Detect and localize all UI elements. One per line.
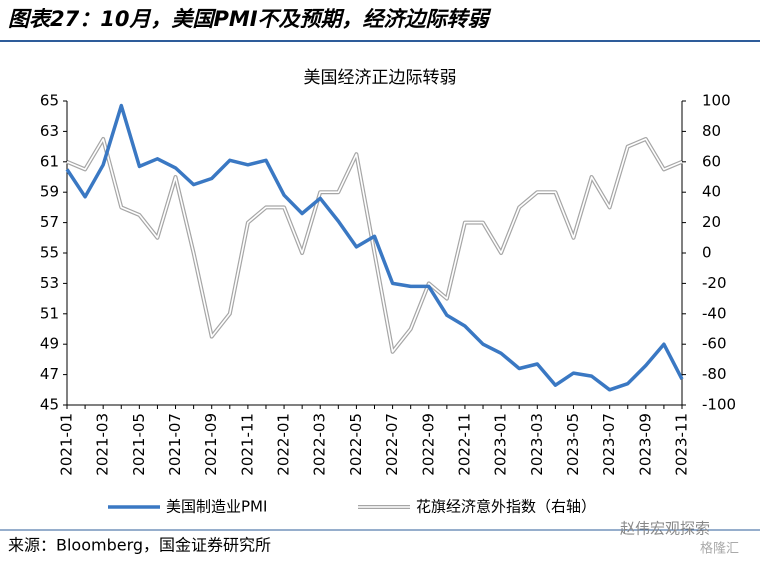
y2-tick-label: 0 <box>702 244 712 262</box>
watermark: 赵伟宏观探索 <box>620 520 710 538</box>
series-line-inner <box>66 138 683 353</box>
series-line <box>66 137 683 354</box>
y-tick-label: 59 <box>40 183 59 201</box>
x-tick-label: 2022-07 <box>383 413 401 476</box>
x-tick-label: 2022-11 <box>455 413 473 476</box>
y2-tick-label: -60 <box>702 335 727 353</box>
y-tick-label: 55 <box>40 244 59 262</box>
y2-tick-label: 40 <box>702 183 721 201</box>
y-tick-label: 53 <box>40 274 59 292</box>
x-tick-label: 2023-07 <box>600 413 618 476</box>
y-tick-label: 63 <box>40 122 59 140</box>
header-title: 图表27：10月，美国PMI不及预期，经济边际转弱 <box>8 7 492 31</box>
y-tick-label: 45 <box>40 396 59 414</box>
x-tick-label: 2023-05 <box>564 413 582 476</box>
x-tick-label: 2023-09 <box>636 413 654 476</box>
y2-tick-label: 80 <box>702 122 721 140</box>
y2-tick-label: 20 <box>702 213 721 231</box>
x-tick-label: 2023-01 <box>492 413 510 476</box>
x-tick-label: 2023-11 <box>673 413 691 476</box>
series-line <box>65 103 684 392</box>
x-tick-label: 2021-09 <box>202 413 220 476</box>
x-tick-label: 2022-05 <box>347 413 365 476</box>
x-tick-label: 2022-09 <box>419 413 437 476</box>
x-tick-label: 2021-01 <box>58 413 76 476</box>
y-tick-label: 51 <box>40 304 59 322</box>
y-tick-label: 57 <box>40 213 59 231</box>
watermark: 格隆汇 <box>700 541 739 557</box>
x-tick-label: 2022-03 <box>311 413 329 476</box>
y2-tick-label: -80 <box>702 365 727 383</box>
y2-tick-label: 100 <box>702 92 731 110</box>
y2-tick-label: -20 <box>702 274 727 292</box>
legend-label: 美国制造业PMI <box>166 498 267 516</box>
y-tick-label: 49 <box>40 335 59 353</box>
x-tick-label: 2021-07 <box>166 413 184 476</box>
x-tick-label: 2022-01 <box>275 413 293 476</box>
y-tick-label: 61 <box>40 152 59 170</box>
chart-title: 美国经济正边际转弱 <box>304 68 457 88</box>
legend-label: 花旗经济意外指数（右轴） <box>416 498 596 516</box>
source: 来源：Bloomberg，国金证券研究所 <box>8 536 271 555</box>
y-tick-label: 47 <box>40 365 59 383</box>
y2-tick-label: -100 <box>702 396 736 414</box>
x-tick-label: 2021-05 <box>130 413 148 476</box>
x-tick-label: 2021-11 <box>238 413 256 476</box>
x-tick-label: 2023-03 <box>528 413 546 476</box>
y-tick-label: 65 <box>40 92 59 110</box>
y2-tick-label: -40 <box>702 304 727 322</box>
y2-tick-label: 60 <box>702 152 721 170</box>
x-tick-label: 2021-03 <box>94 413 112 476</box>
